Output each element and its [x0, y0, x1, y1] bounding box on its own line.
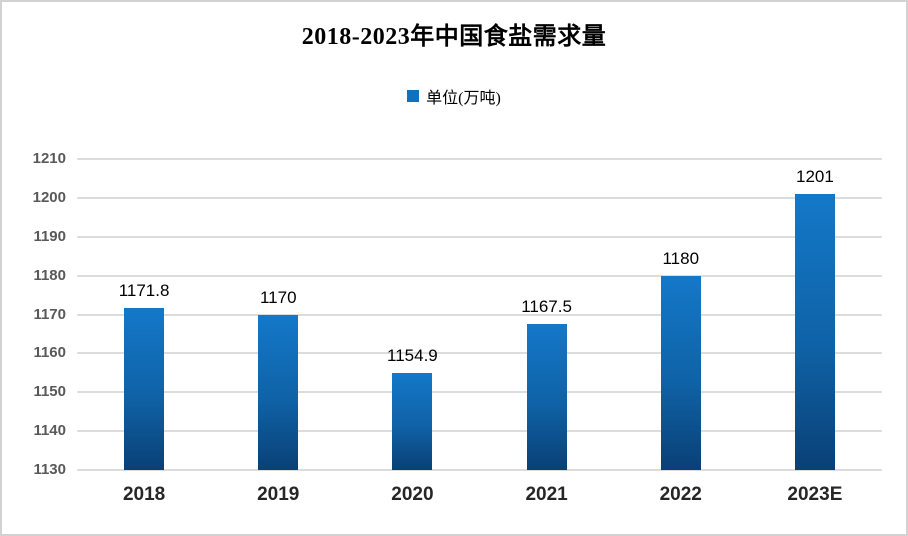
data-label: 1201	[795, 166, 834, 186]
bar	[660, 275, 701, 470]
y-tick-label: 1130	[33, 461, 66, 478]
legend-swatch-icon	[407, 90, 420, 102]
gridline	[77, 352, 882, 355]
y-tick-label: 1170	[33, 305, 66, 323]
gridline	[77, 430, 882, 433]
bar	[794, 193, 835, 470]
bar	[526, 324, 567, 470]
x-tick-label: 2023E	[787, 484, 843, 505]
y-tick-label: 1190	[33, 227, 66, 245]
bar	[124, 307, 165, 470]
data-label: 1154.9	[387, 346, 438, 366]
gridline	[77, 196, 882, 199]
data-label: 1180	[662, 248, 700, 268]
gridline	[77, 391, 882, 394]
y-tick-label: 1140	[33, 422, 66, 440]
x-tick-label: 2019	[257, 484, 300, 505]
x-tick-label: 2022	[659, 484, 702, 505]
y-tick-label: 1180	[33, 266, 66, 284]
gridline	[77, 235, 882, 238]
y-tick-label: 1150	[33, 383, 66, 401]
data-label: 1167.5	[521, 297, 572, 317]
y-tick-label: 1160	[33, 344, 66, 362]
gridline	[77, 469, 882, 471]
data-label: 1170	[259, 287, 297, 307]
chart-title: 2018-2023年中国食盐需求量	[301, 24, 607, 50]
x-tick-label: 2021	[525, 484, 568, 505]
legend: 单位(万吨)	[2, 84, 906, 108]
x-tick-label: 2018	[122, 484, 166, 505]
gridline	[77, 274, 882, 277]
gridline	[77, 158, 882, 160]
data-label: 1171.8	[118, 280, 170, 300]
legend-label: 单位(万吨)	[426, 90, 501, 107]
y-tick-label: 1200	[32, 188, 66, 206]
x-tick-label: 2020	[391, 484, 434, 505]
bar	[392, 373, 433, 470]
gridline	[77, 313, 882, 316]
bar	[258, 314, 299, 470]
y-tick-label: 1210	[32, 150, 66, 167]
